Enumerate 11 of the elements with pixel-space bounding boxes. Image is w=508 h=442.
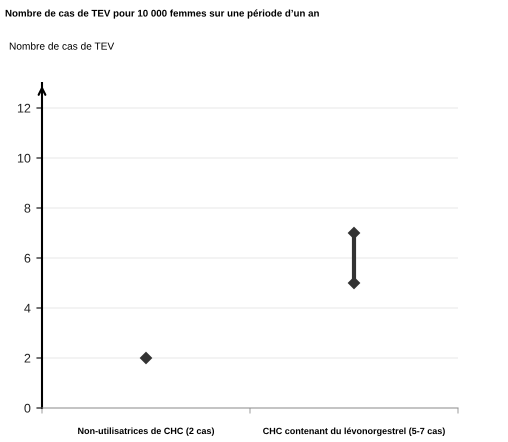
x-tick-label: Non-utilisatrices de CHC (2 cas): [78, 427, 214, 436]
x-tick-label: CHC contenant du lévonorgestrel (5-7 cas): [263, 427, 445, 436]
chart-title: Nombre de cas de TEV pour 10 000 femmes sur une période d’un an: [6, 9, 319, 19]
y-tick-label: 12: [18, 104, 30, 113]
y-axis-title: Nombre de cas de TEV: [10, 42, 114, 50]
y-tick-label: 8: [24, 204, 30, 213]
y-tick-label: 2: [24, 354, 30, 363]
y-tick-label: 4: [24, 304, 31, 313]
y-tick-label: 10: [18, 154, 30, 163]
y-tick-label: 6: [24, 254, 30, 263]
y-tick-label: 0: [24, 404, 30, 413]
